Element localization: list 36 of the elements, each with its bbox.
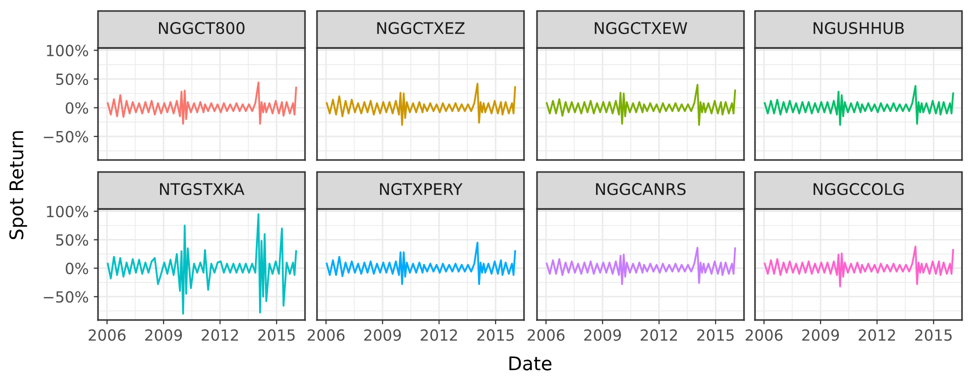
x-tick-label: 2006 [746,329,783,341]
x-tick-label: 2015 [477,329,514,341]
y-tick-label: 100% [46,44,88,56]
x-tick-label: 2009 [145,329,182,341]
x-tick-label: 2015 [915,329,952,341]
x-tick-label: 2012 [858,329,895,341]
x-tick-label: 2006 [88,329,126,341]
line-series [106,82,298,125]
y-tick-label: −50% [44,291,88,303]
chart-title: NGGCT800 [159,22,244,34]
chart-title: NGGCTXEW [594,22,688,34]
chart-title: NGGCANRS [596,183,686,196]
chart-title: NGGCTXEZ [377,22,465,34]
x-tick-label: 2012 [202,329,238,341]
x-tick-label: 2015 [697,329,734,341]
y-tick-label: 0% [66,262,88,274]
y-tick-label: 100% [46,206,88,218]
x-tick-label: 2012 [640,329,677,341]
x-tick-label: 2012 [420,329,457,341]
x-tick-label: 2009 [584,329,621,341]
x-axis-title: Date [509,356,552,370]
x-tick-label: 2006 [308,329,345,341]
y-tick-label: 50% [56,73,88,86]
x-tick-label: 2015 [258,329,295,341]
line-series [106,213,298,315]
chart-title: NGTXPERY [380,183,463,196]
y-tick-label: 50% [56,234,88,246]
x-tick-label: 2009 [802,329,839,341]
y-tick-label: −50% [44,130,88,142]
x-tick-label: 2006 [528,329,565,341]
y-tick-label: 0% [66,102,88,114]
chart-title: NTGSTXKA [160,183,244,196]
x-tick-label: 2009 [364,329,401,341]
chart-title: NGGCCOLG [814,183,904,196]
chart-title: NGUSHHUB [814,22,904,34]
y-axis-title: Spot Return [9,131,28,240]
